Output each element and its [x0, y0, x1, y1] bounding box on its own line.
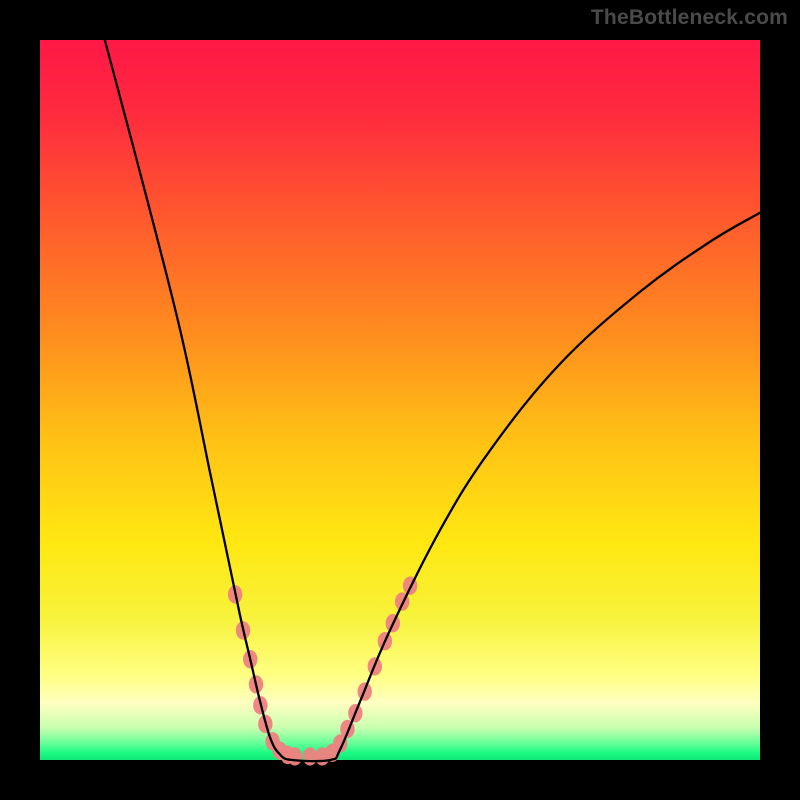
data-marker: [288, 747, 302, 765]
data-marker: [303, 747, 317, 765]
stage: TheBottleneck.com: [0, 0, 800, 800]
chart-svg: [0, 0, 800, 800]
watermark-text: TheBottleneck.com: [591, 6, 788, 30]
plot-gradient-background: [40, 40, 760, 760]
